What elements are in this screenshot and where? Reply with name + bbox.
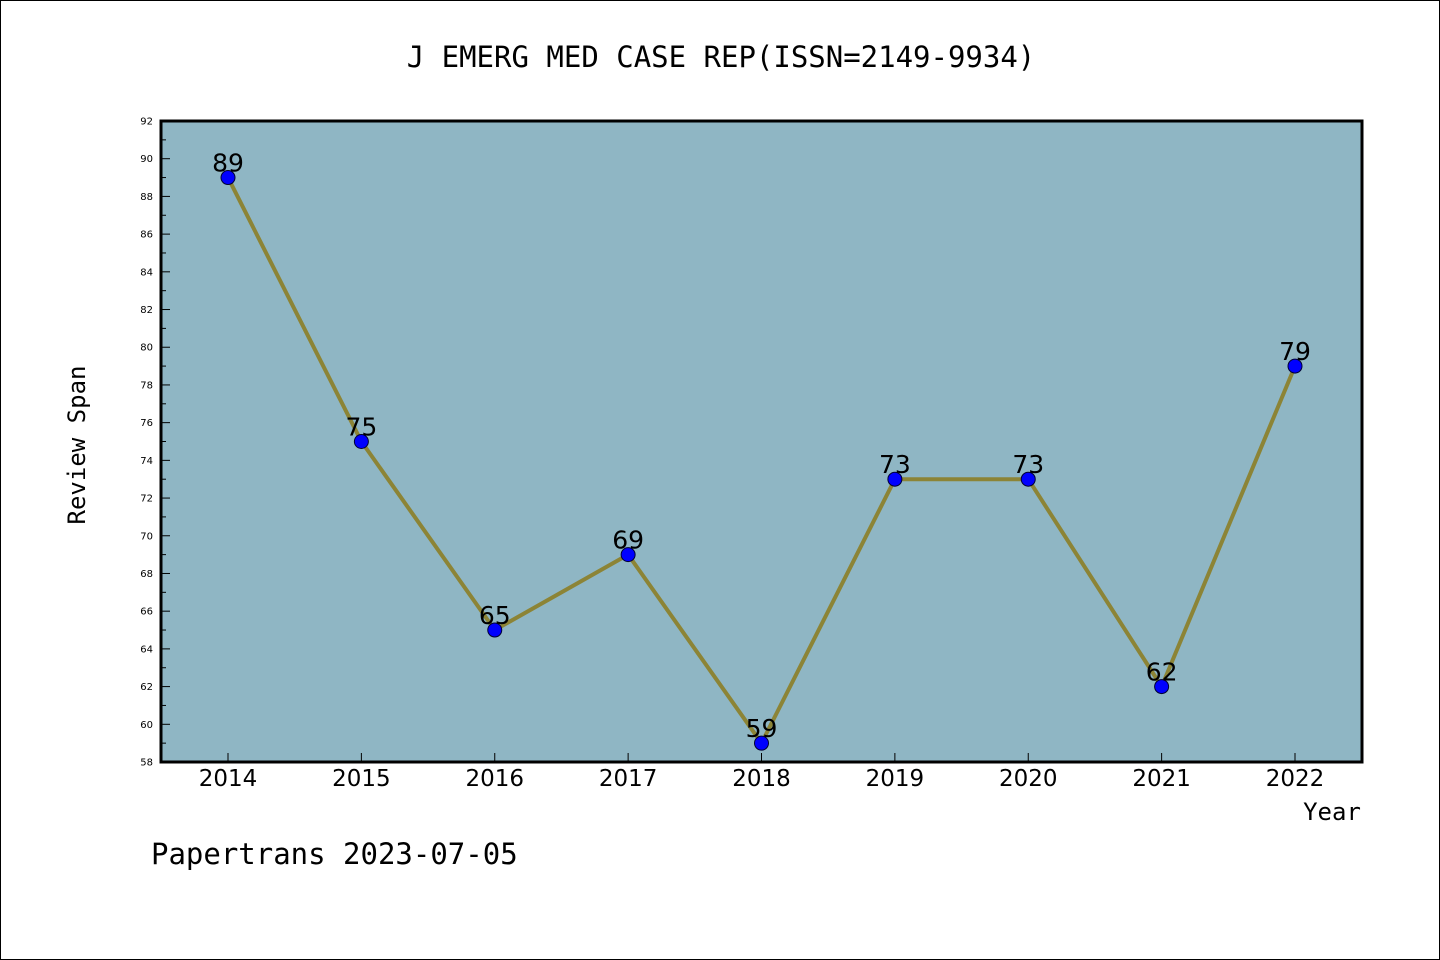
y-tick-label: 58 (140, 758, 153, 769)
y-tick-label: 90 (140, 154, 153, 165)
data-label: 75 (345, 413, 377, 442)
y-axis-label: Review Span (63, 366, 91, 525)
data-label: 62 (1146, 658, 1178, 687)
data-markers (220, 170, 1303, 751)
x-tick-label: 2017 (599, 766, 658, 792)
data-point (220, 170, 236, 186)
data-point (353, 434, 369, 449)
y-tick-label: 80 (140, 343, 153, 354)
x-tick-label: 2022 (1266, 766, 1325, 792)
data-point (1020, 471, 1036, 487)
y-tick-label: 92 (140, 117, 153, 128)
data-labels: 89 75 65 69 59 73 73 62 79 (212, 149, 1311, 744)
y-tick-label: 72 (140, 494, 153, 505)
data-point (620, 547, 636, 563)
x-axis-label: Year (1303, 798, 1361, 826)
footer-text: Papertrans 2023-07-05 (151, 837, 518, 871)
data-label: 65 (479, 601, 511, 630)
plot-frame (159, 119, 1364, 764)
x-tick-label: 2019 (866, 766, 925, 792)
x-tick-label: 2014 (199, 766, 258, 792)
data-label: 73 (1012, 450, 1044, 479)
y-tick-label: 68 (140, 569, 153, 580)
data-label: 79 (1279, 337, 1311, 366)
y-axis-ticks: 58 60 62 64 66 68 70 72 74 76 78 80 82 84 86 88 90 92 (140, 117, 170, 769)
y-tick-label: 82 (140, 305, 153, 316)
data-label: 73 (879, 450, 911, 479)
x-tick-label: 2016 (465, 766, 524, 792)
data-point (887, 471, 903, 487)
y-tick-label: 62 (140, 682, 153, 693)
data-label: 69 (612, 526, 644, 555)
x-tick-label: 2018 (732, 766, 791, 792)
y-tick-label: 76 (140, 418, 153, 429)
y-tick-label: 66 (140, 607, 153, 618)
y-tick-label: 78 (140, 380, 153, 391)
x-axis-ticks: 2014 2015 2016 2017 2018 2019 2020 2021 2022 (199, 753, 1325, 792)
y-tick-label: 60 (140, 720, 153, 731)
data-label: 89 (212, 149, 244, 178)
y-tick-label: 64 (140, 644, 153, 655)
x-tick-label: 2015 (332, 766, 391, 792)
plot-area (161, 121, 1362, 762)
x-tick-label: 2021 (1132, 766, 1191, 792)
y-tick-label: 86 (140, 230, 153, 241)
data-label: 59 (746, 714, 778, 743)
y-tick-label: 88 (140, 192, 153, 203)
y-tick-label: 70 (140, 531, 153, 542)
y-tick-label: 84 (140, 267, 153, 278)
x-tick-label: 2020 (999, 766, 1058, 792)
chart-title: J EMERG MED CASE REP(ISSN=2149-9934) (407, 40, 1036, 74)
data-point (754, 735, 769, 751)
data-point (1154, 679, 1170, 695)
y-tick-label: 74 (140, 456, 153, 467)
data-point (487, 622, 503, 638)
data-point (1287, 358, 1303, 374)
